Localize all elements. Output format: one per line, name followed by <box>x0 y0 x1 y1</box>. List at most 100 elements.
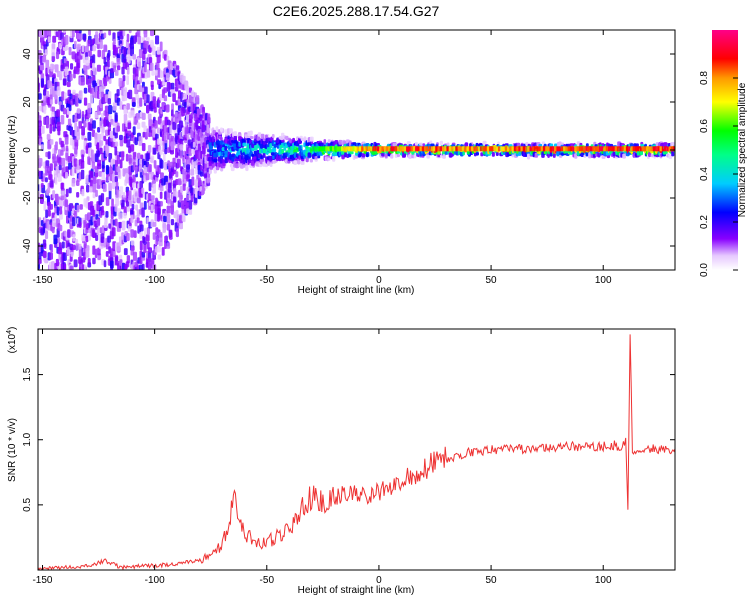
spectrogram-cell <box>219 155 224 159</box>
spectrogram-cell <box>72 89 76 95</box>
spectrogram-cell <box>119 134 123 141</box>
spectrogram-cell <box>283 147 287 151</box>
spectrogram-cell <box>38 258 42 264</box>
spectrogram-band-cell <box>329 146 334 152</box>
spectrogram-cell <box>63 263 67 270</box>
spectrogram-cell <box>70 251 74 257</box>
spectrogram-band-cell <box>361 146 366 152</box>
spectrogram-cell <box>138 35 142 45</box>
spectrogram-cell <box>163 87 168 93</box>
spectrogram-cell <box>125 200 129 207</box>
spectrogram-band-cell <box>538 146 543 152</box>
spectrogram-cell <box>92 67 97 76</box>
spectrogram-cell <box>76 131 80 140</box>
spectrogram-cell <box>136 217 140 224</box>
spectrogram-cell <box>159 159 164 169</box>
spectrogram-cell <box>113 38 116 45</box>
spectrogram-band-cell <box>376 146 381 152</box>
spectrogram-cell <box>119 186 124 195</box>
spectrogram-cell <box>220 136 223 141</box>
spectrogram-cell <box>57 173 62 182</box>
spectrogram-cell <box>390 154 394 159</box>
spectrogram-cell <box>175 228 179 238</box>
spectrogram-cell <box>138 61 141 71</box>
spectrogram-cell <box>87 258 91 265</box>
spectrogram-cell <box>40 78 44 87</box>
spectrogram-band-cell <box>549 146 554 152</box>
spectrogram-cell <box>38 158 43 167</box>
spectrogram-cell <box>290 149 294 156</box>
spectrogram-band-cell <box>560 146 565 152</box>
spectrogram-cell <box>314 156 318 160</box>
spectrogram-cell <box>78 171 82 181</box>
x-tick-label: -50 <box>260 275 275 286</box>
spectrogram-cell <box>168 182 172 193</box>
spectrogram-band-cell <box>316 146 321 152</box>
spectrogram-cell <box>655 142 659 147</box>
spectrogram-cell <box>157 67 161 78</box>
snr-y-ticks: 0.5 1.0 1.5 <box>22 367 675 512</box>
spectrogram-cell <box>413 154 417 159</box>
spectrogram-cell <box>114 146 118 156</box>
spectrogram-band-cell <box>630 146 635 152</box>
spectrogram-cell <box>327 139 331 144</box>
spectrogram-cell <box>118 212 123 220</box>
y-tick-label: 20 <box>22 96 33 108</box>
spectrogram-cell <box>128 190 132 201</box>
spectrogram-cell <box>64 199 69 208</box>
spectrogram-cell <box>152 184 156 194</box>
spectrogram-cell <box>55 141 58 151</box>
spectrogram-band-cell <box>500 146 505 152</box>
spectrogram-cell <box>40 64 45 71</box>
spectrogram-cell <box>72 234 76 242</box>
spectrogram-band-cell <box>374 146 379 152</box>
spectrogram-cell <box>143 125 148 132</box>
spectrogram-cell <box>241 155 244 161</box>
spectrogram-cell <box>185 114 190 123</box>
spectrogram-band-cell <box>334 146 339 152</box>
spectrogram-cell <box>292 137 295 143</box>
spectrogram-cell <box>103 119 107 127</box>
spectrogram-cell <box>56 121 61 132</box>
spectrogram-cell <box>215 126 219 132</box>
spectrogram-band-cell <box>625 146 630 152</box>
spectrogram-cell <box>89 171 94 179</box>
spectrogram-cell <box>125 39 130 50</box>
spectrogram-band-cell <box>659 146 664 152</box>
spectrogram-band-cell <box>417 146 422 152</box>
spectrogram-cell <box>71 244 76 251</box>
spectrogram-cell <box>62 107 67 115</box>
spectrogram-cell <box>101 160 105 169</box>
spectrogram-cell <box>150 30 154 37</box>
spectrogram-cell <box>119 159 123 169</box>
spectrogram-cell <box>81 111 85 118</box>
spectrogram-cell <box>176 158 181 168</box>
spectrogram-cell <box>153 147 157 155</box>
spectrogram-cell <box>117 65 121 71</box>
spectrogram-band-cell <box>572 146 577 152</box>
spectrogram-band-cell <box>556 146 561 152</box>
spectrogram-band-cell <box>381 146 386 152</box>
spectrogram-cell <box>76 108 81 114</box>
spectrogram-cell <box>150 155 155 164</box>
spectrogram-cell <box>42 54 46 63</box>
snr-scale-suffix: ) <box>7 327 18 330</box>
spectrogram-band-cell <box>486 146 491 152</box>
spectrogram-cell <box>50 203 53 210</box>
y-tick-label: 40 <box>22 48 33 60</box>
spectrogram-cell <box>541 141 545 145</box>
spectrogram-cell <box>439 140 443 146</box>
spectrogram-cell <box>209 145 213 151</box>
spectrogram-cell <box>51 48 56 57</box>
spectrogram-cell <box>98 171 103 177</box>
y-tick-label: -40 <box>22 238 33 253</box>
spectrogram-cell <box>85 56 90 66</box>
spectrogram-cell <box>313 152 318 157</box>
spectrogram-band-cell <box>468 146 473 152</box>
spectrogram-cell <box>114 112 118 122</box>
spectrogram-cell <box>38 252 42 260</box>
spectrogram-band-cell <box>473 146 478 152</box>
spectrogram-band-cell <box>406 146 411 152</box>
spectrogram-cell <box>106 172 109 182</box>
